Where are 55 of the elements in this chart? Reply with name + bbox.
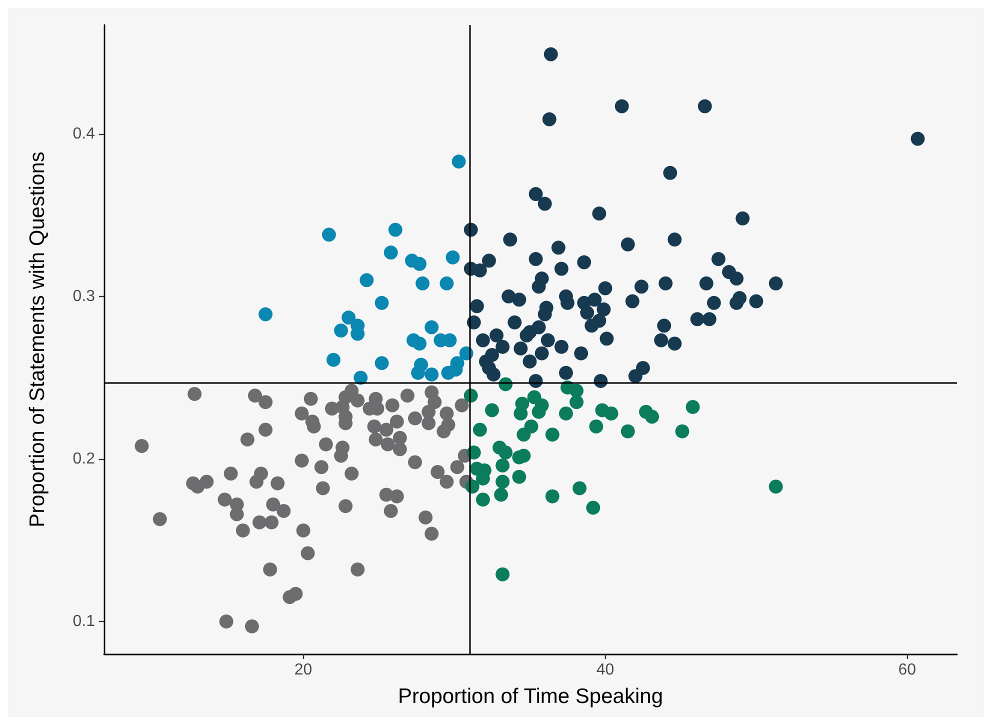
point [452,154,466,169]
point [604,406,618,420]
point [326,352,340,367]
y-tick-label: 0.3 [72,288,96,305]
point [354,370,368,385]
point [532,404,546,419]
point [686,400,700,414]
point [498,445,513,460]
point [416,276,430,290]
point [342,310,356,325]
point [412,336,427,351]
point [424,320,439,334]
x-tick-label: 20 [294,662,312,678]
y-tick-label: 0.2 [72,450,96,468]
point [589,419,604,434]
point [570,384,584,398]
y-tick-label: 0.4 [72,125,96,142]
point [472,422,487,437]
point [768,480,783,494]
point [384,246,398,260]
point [440,276,454,290]
y-axis-title: Proportion of Statements with Questions [26,152,49,528]
point [545,489,560,504]
point [570,395,584,410]
point [360,273,374,288]
point [572,481,587,496]
point [494,488,508,502]
y-tick-label: 0.1 [72,612,96,630]
point [496,474,510,489]
point [512,470,526,484]
point [388,222,402,237]
point [496,458,510,472]
point [586,500,600,515]
point [476,492,490,507]
point [334,324,348,338]
point [446,250,460,264]
point [645,410,660,424]
point [374,296,389,310]
point [516,428,531,442]
point [620,424,635,438]
point [558,406,573,420]
point [496,567,510,582]
point [322,228,336,242]
x-axis-title: Proportion of Time Speaking [398,685,663,708]
point [412,256,427,271]
point [258,307,273,322]
point [675,424,690,438]
point [514,406,528,420]
point [424,367,439,382]
point [374,356,389,370]
x-tick-label: 60 [898,662,916,678]
point [485,403,499,418]
x-tick-label: 40 [596,662,614,678]
point [545,428,560,442]
point [411,366,426,380]
